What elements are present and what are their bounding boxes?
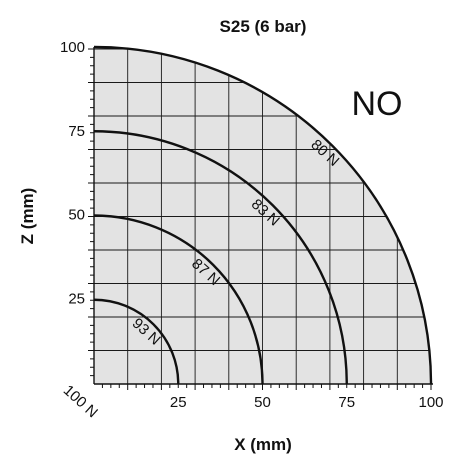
y-tick-label: 50 (68, 207, 85, 224)
curve-80n (93, 45, 433, 385)
tick-labels: 25 50 75 100 25 50 75 100 (60, 39, 444, 411)
x-axis-label: X (mm) (234, 435, 292, 454)
x-tick-label: 50 (254, 394, 271, 411)
region-label: NO (352, 85, 403, 123)
x-tick-label: 75 (338, 394, 355, 411)
curve-87n (93, 214, 264, 385)
curve-83n (93, 130, 348, 385)
y-tick-label: 75 (68, 123, 85, 140)
y-axis-label: Z (mm) (18, 188, 37, 245)
y-tick-label: 100 (60, 39, 85, 56)
curve-93n (93, 298, 180, 385)
chart-title: S25 (6 bar) (220, 17, 307, 36)
x-tick-label: 100 (418, 394, 443, 411)
y-tick-label: 25 (68, 290, 85, 307)
x-tick-label: 25 (170, 394, 187, 411)
